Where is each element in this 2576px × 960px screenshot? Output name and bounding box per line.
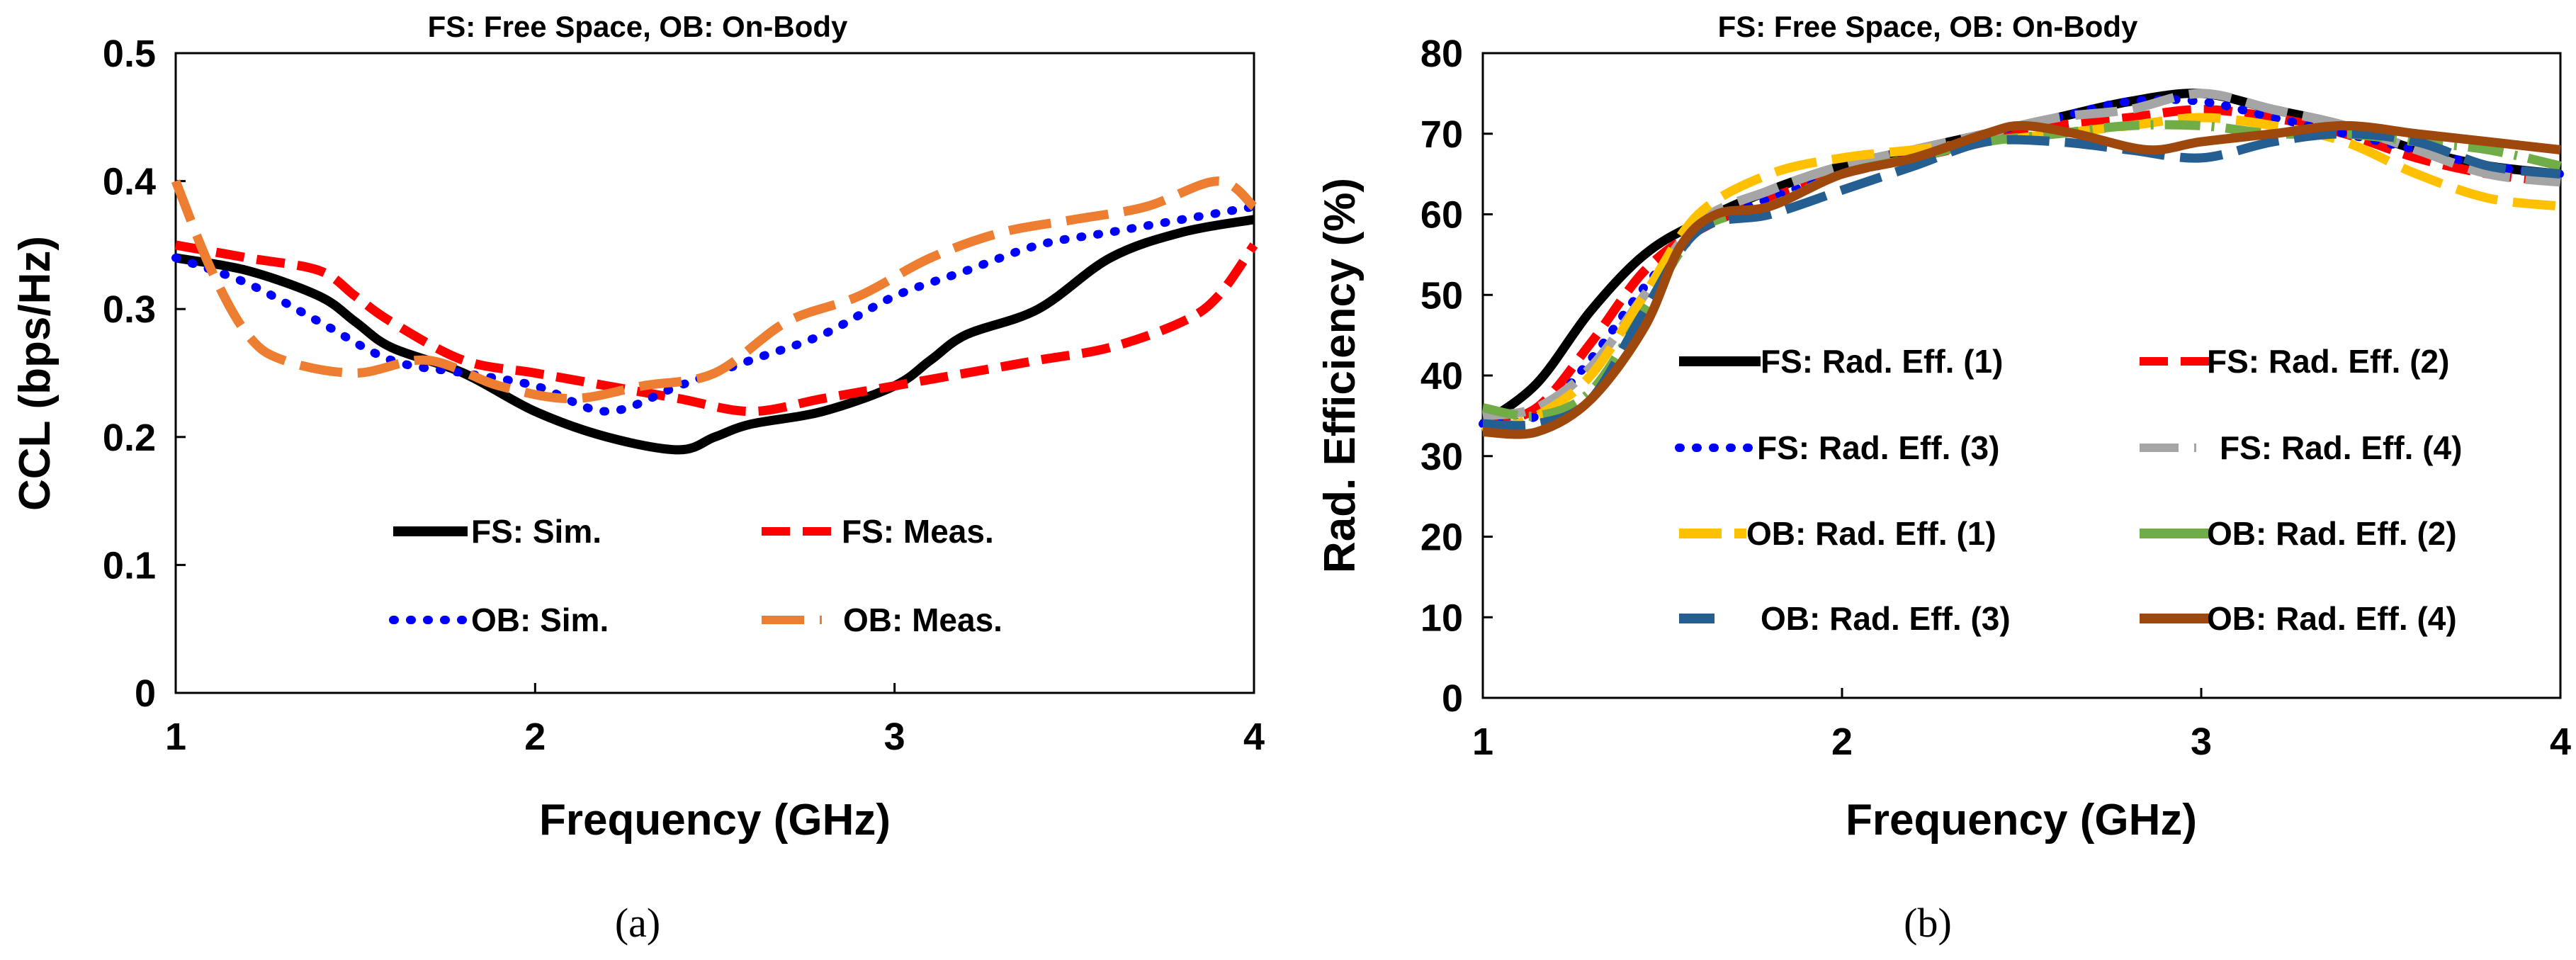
chart-a-ytick-label: 0.1: [103, 544, 156, 587]
legend-label-ob-rad-eff-1: OB: Rad. Eff. (1): [1746, 515, 1996, 552]
chart-b-series: [1479, 89, 2565, 439]
legend-item-fs-sim: FS: Sim.: [393, 513, 601, 550]
chart-b-ytick-label: 70: [1420, 113, 1463, 156]
chart-a-series: [171, 176, 1258, 455]
series-line-fs-meas: [174, 240, 1258, 417]
legend-item-ob-rad-eff-3: OB: Rad. Eff. (3): [1679, 600, 2011, 637]
chart-b-ytick-label: 20: [1420, 516, 1463, 559]
chart-a-title: FS: Free Space, OB: On-Body: [428, 10, 848, 43]
legend-item-fs-rad-eff-1: FS: Rad. Eff. (1): [1679, 343, 2003, 380]
series-line-fs-rad-eff-3: [1479, 95, 2565, 429]
chart-a-xlabel: Frequency (GHz): [539, 796, 891, 845]
legend-item-ob-meas: OB: Meas.: [762, 602, 1002, 638]
legend-item-fs-rad-eff-2: FS: Rad. Eff. (2): [2140, 343, 2449, 380]
legend-item-ob-rad-eff-1: OB: Rad. Eff. (1): [1679, 515, 1996, 552]
chart-a-xtick-label: 4: [1243, 716, 1265, 758]
legend-label-fs-rad-eff-3: FS: Rad. Eff. (3): [1757, 429, 1999, 466]
chart-b-ytick-label: 0: [1442, 677, 1463, 720]
series-line-ob-meas: [171, 176, 1258, 404]
chart-b-ytick-label: 30: [1420, 436, 1463, 478]
chart-a-legend: FS: Sim. FS: Meas. OB: Sim. OB: Meas.: [389, 513, 1002, 638]
chart-b-xtick-label: 1: [1472, 721, 1493, 763]
legend-label-fs-rad-eff-2: FS: Rad. Eff. (2): [2207, 343, 2449, 380]
legend-label-ob-rad-eff-2: OB: Rad. Eff. (2): [2207, 515, 2457, 552]
chart-a-ylabel: CCL (bps/Hz): [11, 236, 60, 511]
legend-item-fs-rad-eff-3: FS: Rad. Eff. (3): [1675, 429, 1999, 466]
chart-a-ytick-label: 0: [135, 672, 156, 715]
chart-b-title: FS: Free Space, OB: On-Body: [1718, 10, 2138, 43]
legend-item-ob-rad-eff-2: OB: Rad. Eff. (2): [2140, 515, 2457, 552]
series-line-ob-rad-eff-4: [1482, 120, 2561, 439]
legend-label-ob-sim: OB: Sim.: [471, 602, 609, 638]
series-line-fs-sim: [174, 215, 1255, 455]
chart-a-ytick-label: 0.5: [103, 33, 156, 75]
chart-b-xlabel: Frequency (GHz): [1846, 796, 2197, 845]
legend-label-fs-meas: FS: Meas.: [842, 513, 994, 550]
chart-a-xtick-label: 2: [524, 716, 546, 758]
legend-item-fs-meas: FS: Meas.: [762, 513, 994, 550]
series-line-ob-rad-eff-3: [1482, 129, 2561, 431]
legend-item-fs-rad-eff-4: FS: Rad. Eff. (4): [2140, 429, 2462, 466]
chart-b-xtick-label: 4: [2550, 721, 2571, 763]
chart-b: FS: Free Space, OB: On-Body 1 2 3 401020304…: [1316, 10, 2571, 946]
chart-b-ytick-label: 50: [1420, 274, 1463, 317]
legend-label-ob-rad-eff-3: OB: Rad. Eff. (3): [1761, 600, 2011, 637]
chart-b-ytick-label: 10: [1420, 597, 1463, 639]
chart-a-caption: (a): [615, 900, 660, 946]
chart-b-legend: FS: Rad. Eff. (1) FS: Rad. Eff. (2) FS: …: [1675, 343, 2462, 637]
chart-b-ylabel: Rad. Efficiency (%): [1316, 178, 1365, 573]
chart-a: FS: Free Space, OB: On-Body 1 2 3 4 0 0.1 0.2 0…: [11, 10, 1265, 946]
legend-label-ob-meas: OB: Meas.: [843, 602, 1002, 638]
legend-item-ob-rad-eff-4: OB: Rad. Eff. (4): [2140, 600, 2457, 637]
chart-b-xtick-label: 2: [1831, 721, 1853, 763]
legend-label-fs-rad-eff-1: FS: Rad. Eff. (1): [1761, 343, 2003, 380]
chart-a-plot-frame: [174, 52, 1255, 694]
chart-a-xtick-label: 1: [165, 716, 186, 758]
legend-label-fs-rad-eff-4: FS: Rad. Eff. (4): [2220, 429, 2462, 466]
chart-b-ytick-label: 40: [1420, 355, 1463, 397]
chart-a-ytick-label: 0.2: [103, 417, 156, 459]
chart-a-ytick-label: 0.3: [103, 288, 156, 331]
chart-a-ytick-label: 0.4: [103, 161, 156, 203]
chart-b-xtick-label: 3: [2191, 721, 2212, 763]
chart-a-xtick-label: 3: [884, 716, 905, 758]
chart-b-caption: (b): [1904, 900, 1952, 946]
legend-label-ob-rad-eff-4: OB: Rad. Eff. (4): [2207, 600, 2457, 637]
legend-label-fs-sim: FS: Sim.: [471, 513, 601, 550]
chart-b-ytick-label: 80: [1420, 33, 1463, 75]
chart-a-ticks: 1 2 3 4 0 0.1 0.2 0.3 0.4 0.5: [103, 33, 1265, 758]
legend-item-ob-sim: OB: Sim.: [389, 602, 609, 638]
chart-b-ytick-label: 60: [1420, 194, 1463, 237]
